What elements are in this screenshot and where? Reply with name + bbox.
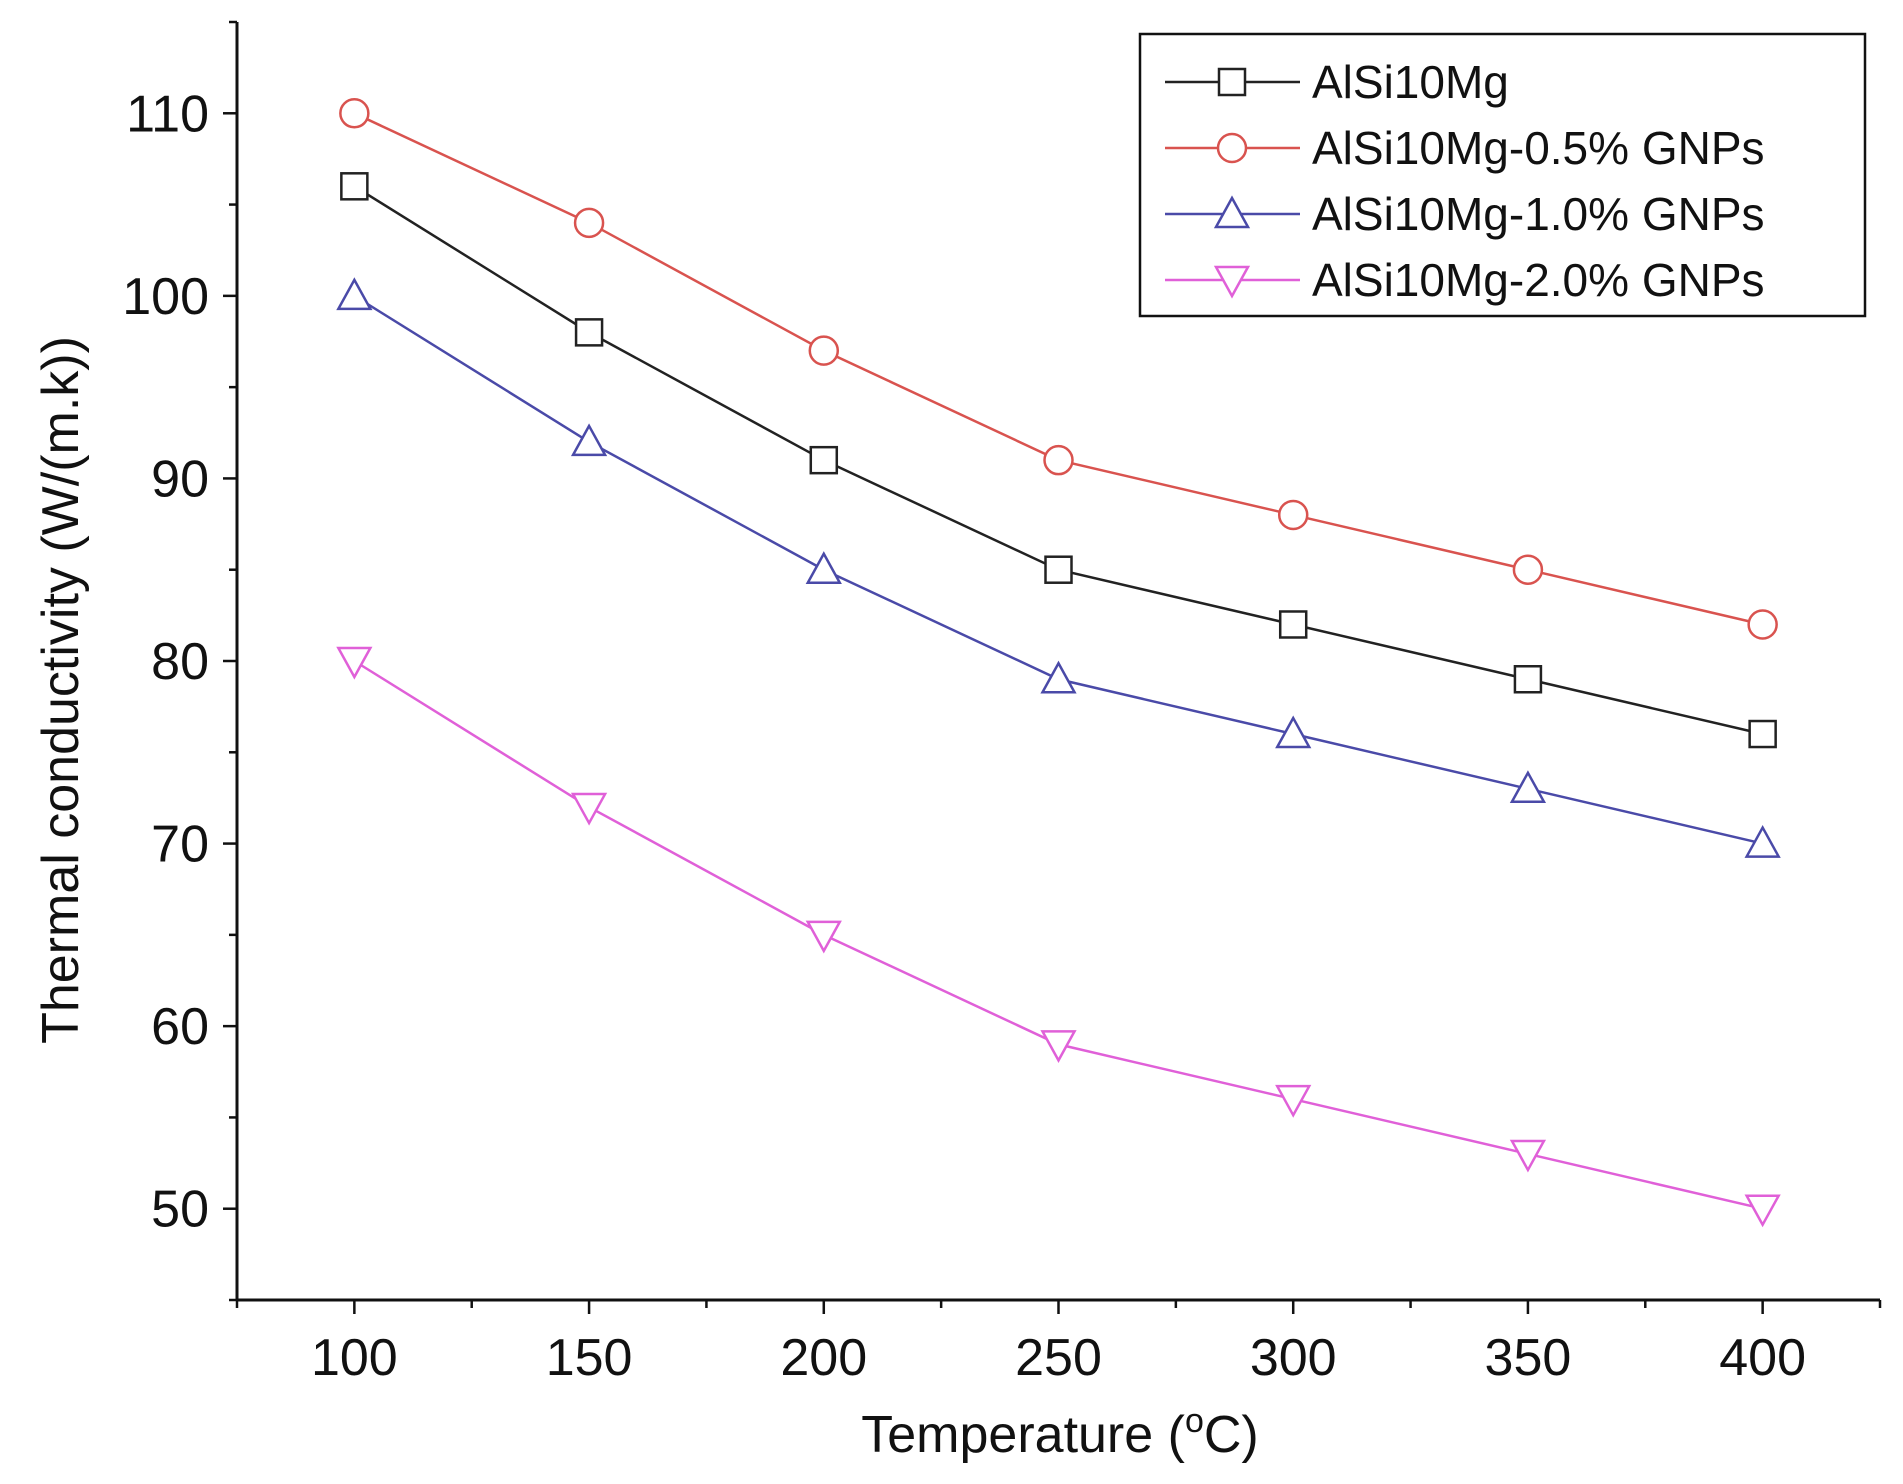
- y-tick-label: 70: [151, 816, 209, 874]
- data-point: [339, 98, 370, 129]
- data-point: [336, 277, 373, 311]
- legend-marker: [1216, 132, 1248, 164]
- x-axis-ticks: 100 150 200 250 300 350 400: [235, 1300, 1882, 1387]
- legend-entry: AlSi10Mg-2.0% GNPs: [1165, 254, 1765, 306]
- x-tick-label: 350: [1485, 1329, 1572, 1387]
- data-point: [1040, 1030, 1077, 1063]
- legend: AlSi10Mg AlSi10Mg-0.5% GNPs AlSi10Mg-1.0% …: [1138, 32, 1867, 318]
- degree-superscript: o: [1185, 1402, 1204, 1440]
- data-point: [1513, 665, 1543, 694]
- x-tick-label: 200: [780, 1329, 867, 1387]
- legend-label: AlSi10Mg-2.0% GNPs: [1312, 254, 1765, 306]
- legend-label: AlSi10Mg: [1312, 56, 1509, 108]
- series-1: [339, 98, 1778, 640]
- data-point: [1747, 609, 1778, 640]
- legend-label: AlSi10Mg-0.5% GNPs: [1312, 122, 1765, 174]
- y-tick-label: 50: [151, 1181, 209, 1239]
- legend-label: AlSi10Mg-1.0% GNPs: [1312, 188, 1765, 240]
- series-line: [353, 659, 1763, 1210]
- data-point: [805, 551, 842, 584]
- data-point: [809, 445, 839, 475]
- data-point: [1043, 444, 1074, 476]
- data-point: [1509, 1139, 1547, 1173]
- series-2: [336, 277, 1781, 858]
- y-tick-label: 110: [126, 85, 209, 143]
- data-point: [1748, 719, 1777, 749]
- x-tick-label: 400: [1719, 1329, 1806, 1387]
- data-point: [1744, 1194, 1781, 1228]
- data-point: [1044, 555, 1073, 584]
- data-point: [573, 207, 605, 239]
- data-point: [570, 792, 608, 826]
- legend-entry: AlSi10Mg: [1165, 56, 1509, 108]
- x-tick-label: 300: [1250, 1329, 1337, 1387]
- legend-entry: AlSi10Mg-0.5% GNPs: [1165, 122, 1765, 174]
- data-point: [808, 335, 840, 366]
- data-point: [1278, 610, 1308, 639]
- legend-marker: [1213, 195, 1251, 229]
- y-tick-label: 90: [151, 450, 209, 508]
- data-point: [805, 920, 842, 954]
- x-tick-label: 100: [311, 1329, 398, 1387]
- data-point: [340, 172, 369, 201]
- legend-marker: [1213, 265, 1251, 299]
- legend-marker: [1217, 67, 1247, 97]
- x-tick-label: 250: [1015, 1329, 1102, 1387]
- data-point: [1512, 554, 1544, 585]
- series-3: [336, 646, 1781, 1228]
- data-point: [1277, 499, 1309, 531]
- series-0: [340, 172, 1777, 749]
- y-tick-label: 60: [151, 998, 209, 1056]
- data-point: [1744, 824, 1781, 858]
- y-tick-label: 80: [151, 633, 209, 691]
- data-point: [336, 646, 373, 680]
- data-point: [574, 318, 604, 347]
- data-point: [1040, 660, 1077, 694]
- y-tick-label: 100: [122, 268, 209, 326]
- data-point: [570, 423, 608, 457]
- series-group: [336, 98, 1781, 1228]
- data-point: [1275, 1084, 1312, 1118]
- data-point: [1509, 770, 1547, 804]
- y-axis-ticks: 50 60 70 80 90 100 110: [122, 20, 237, 1302]
- axis-titles: Temperature (oC) Thermal conductivity (W…: [32, 336, 1259, 1464]
- x-tick-label: 150: [546, 1329, 633, 1387]
- y-axis-title: Thermal conductivity (W/(m.k)): [32, 336, 90, 1044]
- legend-entry: AlSi10Mg-1.0% GNPs: [1165, 188, 1765, 240]
- x-axis-title: Temperature (oC): [861, 1402, 1258, 1464]
- data-point: [1275, 715, 1312, 749]
